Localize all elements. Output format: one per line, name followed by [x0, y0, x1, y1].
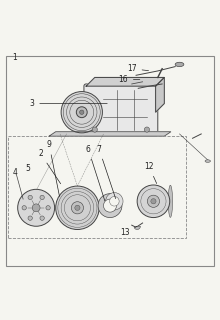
- Circle shape: [106, 193, 123, 210]
- Circle shape: [22, 206, 26, 210]
- Text: 7: 7: [97, 145, 116, 199]
- Circle shape: [110, 196, 119, 206]
- Circle shape: [92, 127, 97, 132]
- Circle shape: [103, 199, 117, 212]
- Circle shape: [151, 199, 156, 204]
- Circle shape: [28, 216, 32, 220]
- Circle shape: [98, 194, 122, 218]
- Polygon shape: [156, 77, 164, 112]
- Circle shape: [147, 195, 160, 207]
- Text: 13: 13: [120, 226, 137, 237]
- Polygon shape: [49, 132, 171, 136]
- Circle shape: [40, 195, 44, 200]
- Ellipse shape: [205, 160, 211, 162]
- Text: 6: 6: [86, 145, 105, 201]
- Polygon shape: [86, 77, 164, 86]
- Text: 17: 17: [127, 64, 149, 73]
- Text: 16: 16: [118, 75, 140, 84]
- Text: 1: 1: [12, 53, 17, 62]
- Circle shape: [137, 185, 170, 218]
- Circle shape: [56, 186, 99, 229]
- Text: 2: 2: [38, 149, 61, 184]
- Circle shape: [71, 202, 84, 214]
- Circle shape: [80, 110, 84, 114]
- Bar: [8, 136, 186, 238]
- Circle shape: [28, 195, 32, 200]
- Text: 3: 3: [29, 99, 107, 108]
- Circle shape: [46, 206, 50, 210]
- Circle shape: [40, 216, 44, 220]
- Text: 9: 9: [47, 140, 59, 196]
- Circle shape: [75, 205, 80, 210]
- Circle shape: [76, 107, 87, 118]
- Text: 12: 12: [144, 162, 157, 184]
- Circle shape: [61, 92, 102, 133]
- Ellipse shape: [175, 62, 184, 67]
- Text: 5: 5: [25, 164, 30, 173]
- Wedge shape: [134, 226, 140, 229]
- FancyBboxPatch shape: [84, 84, 158, 136]
- Circle shape: [144, 127, 150, 132]
- Circle shape: [32, 204, 40, 212]
- Circle shape: [18, 189, 55, 226]
- Ellipse shape: [168, 185, 172, 217]
- Text: 4: 4: [12, 168, 17, 177]
